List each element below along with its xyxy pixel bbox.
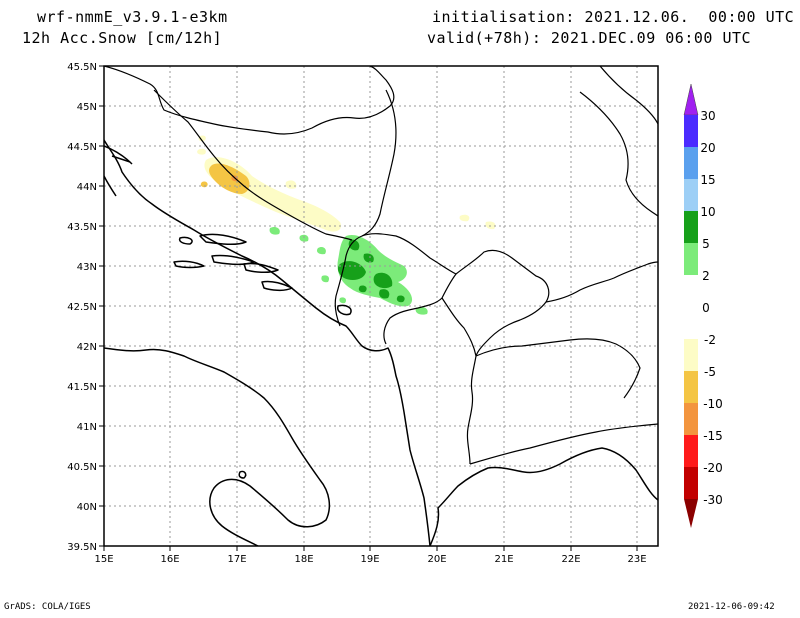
lon-label: 19E [360, 554, 379, 565]
colorbar-swatch [684, 435, 698, 467]
colorbar-swatch [684, 275, 698, 307]
colorbar-label: 15 [700, 173, 715, 187]
lat-label: 44N [77, 182, 97, 193]
lat-label: 41N [77, 422, 97, 433]
green-band-heavy [348, 239, 360, 251]
lon-label: 16E [160, 554, 179, 565]
colorbar-swatch [684, 307, 698, 339]
colorbar-bottom-arrow [684, 499, 698, 528]
colorbar-label: -5 [704, 365, 716, 379]
lat-label: 41.5N [67, 382, 97, 393]
colorbar-label: 0 [702, 301, 710, 315]
colorbar-labels: 30 20 15 10 5 2 0 -2 -5 -10 -15 -20 -30 [700, 109, 722, 507]
lat-label: 39.5N [67, 542, 97, 553]
albania-east-border [441, 297, 477, 465]
colorbar: 30 20 15 10 5 2 0 -2 -5 -10 -15 -20 -30 [683, 83, 723, 528]
valid-time: valid(+78h): 2021.DEC.09 06:00 UTC [427, 29, 752, 47]
lat-label: 45.5N [67, 62, 97, 73]
model-title: wrf-nmmE_v3.9.1-e3km [37, 8, 228, 26]
kosovo-border [455, 249, 550, 357]
croatia-north-border [104, 66, 395, 135]
lat-label: 44.5N [67, 142, 97, 153]
colorbar-label: 10 [700, 205, 715, 219]
colorbar-label: 2 [702, 269, 710, 283]
footer-timestamp: 2021-12-06-09:42 [688, 602, 775, 612]
colorbar-swatch [684, 339, 698, 371]
field-title: 12h Acc.Snow [cm/12h] [22, 29, 223, 47]
lat-label: 42N [77, 342, 97, 353]
colorbar-swatch [684, 179, 698, 211]
colorbar-label: -2 [704, 333, 716, 347]
lat-label: 45N [77, 102, 97, 113]
lat-label: 40.5N [67, 462, 97, 473]
bosnia-croatia-border [153, 89, 353, 241]
lat-labels: 45.5N 45N 44.5N 44N 43.5N 43N 42.5N 42N … [67, 62, 97, 553]
country-borders [104, 66, 658, 465]
colorbar-swatch [684, 371, 698, 403]
colorbar-label: 30 [700, 109, 715, 123]
lon-label: 23E [627, 554, 646, 565]
colorbar-swatch [684, 115, 698, 147]
serbia-south-border [545, 261, 658, 303]
axis-ticks [99, 65, 638, 551]
colorbar-label: -30 [703, 493, 723, 507]
romania-border [599, 66, 658, 125]
lat-label: 40N [77, 502, 97, 513]
lon-label: 21E [494, 554, 513, 565]
aegean-coast [429, 447, 658, 546]
lon-label: 18E [294, 554, 313, 565]
italy-coast [104, 347, 331, 546]
greece-border [469, 423, 658, 465]
init-time: initialisation: 2021.12.06. 00:00 UTC [432, 8, 795, 26]
colorbar-label: 20 [700, 141, 715, 155]
colorbar-top-arrow [683, 83, 699, 116]
colorbar-swatch [684, 403, 698, 435]
coastlines [104, 139, 658, 546]
colorbar-swatch [684, 243, 698, 275]
lon-label: 20E [427, 554, 446, 565]
colorbar-label: 5 [702, 237, 710, 251]
colorbar-swatch [684, 467, 698, 499]
colorbar-label: -20 [703, 461, 723, 475]
macedonia-border [475, 338, 641, 399]
adriatic-coast-east [104, 139, 431, 546]
lat-label: 43.5N [67, 222, 97, 233]
colorbar-label: -10 [703, 397, 723, 411]
lon-label: 22E [561, 554, 580, 565]
colorbar-swatch [684, 211, 698, 243]
montenegro-border [361, 233, 457, 345]
green-band-light [337, 234, 413, 307]
lon-labels: 15E 16E 17E 18E 19E 20E 21E 22E 23E [94, 554, 646, 565]
lat-label: 42.5N [67, 302, 97, 313]
map-area [104, 66, 658, 546]
colorbar-label: -15 [703, 429, 723, 443]
green-pattern [269, 226, 428, 315]
lat-label: 43N [77, 262, 97, 273]
footer-credit: GrADS: COLA/IGES [4, 602, 91, 612]
serbia-east-border [579, 91, 658, 217]
colorbar-swatch [684, 147, 698, 179]
graticule [104, 66, 658, 546]
lon-label: 15E [94, 554, 113, 565]
lon-label: 17E [227, 554, 246, 565]
